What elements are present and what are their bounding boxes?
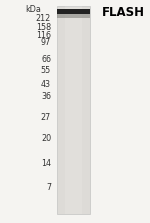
Text: 36: 36 xyxy=(41,92,51,101)
Text: 55: 55 xyxy=(41,66,51,75)
Text: 212: 212 xyxy=(36,14,51,23)
Text: 14: 14 xyxy=(41,159,51,168)
Text: 66: 66 xyxy=(41,55,51,64)
Text: FLASH: FLASH xyxy=(102,6,144,19)
Text: kDa: kDa xyxy=(25,5,41,14)
Text: 43: 43 xyxy=(41,80,51,89)
Text: 27: 27 xyxy=(41,113,51,122)
Bar xyxy=(65,6,82,214)
Bar xyxy=(57,9,90,14)
Text: 7: 7 xyxy=(46,183,51,192)
Text: 116: 116 xyxy=(36,31,51,40)
Text: 20: 20 xyxy=(41,134,51,143)
Text: 158: 158 xyxy=(36,23,51,32)
Bar xyxy=(57,14,90,18)
Text: 97: 97 xyxy=(41,38,51,47)
Bar xyxy=(57,6,90,214)
